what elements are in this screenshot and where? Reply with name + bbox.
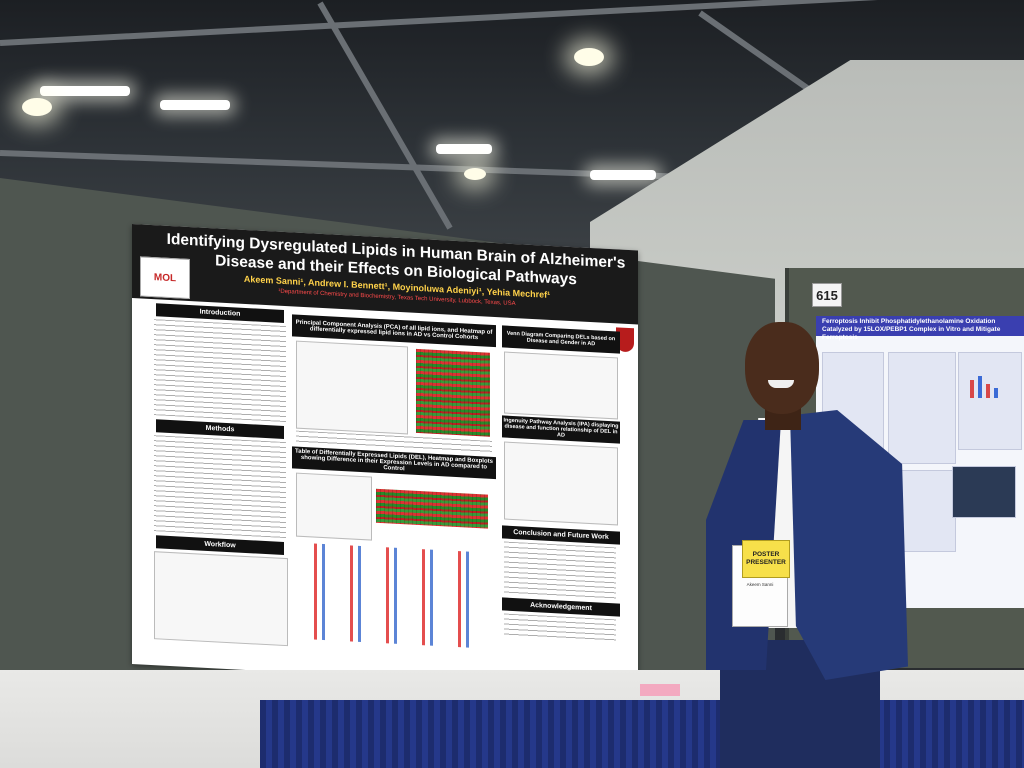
ceiling-spotlight [574,48,604,66]
table-skirt [260,700,1024,768]
acknowledgement-text [504,613,616,642]
del-heatmap [376,488,488,529]
presenter-ribbon: POSTER PRESENTER [742,540,790,578]
ceiling-light [40,86,130,96]
heatmap [416,348,490,437]
venn-diagram [504,351,618,420]
neighbor-poster-bar [986,384,990,398]
boxplots [300,542,490,649]
neighbor-poster-panel [958,352,1022,450]
section-venn: Venn Diagram Comparing DELs based on Dis… [502,325,620,354]
conclusion-text [504,541,616,600]
smile [768,380,794,388]
neighbor-poster-title: Ferroptosis Inhibit Phosphatidylethanola… [822,318,1001,341]
introduction-text [154,319,286,423]
ceiling-spotlight [22,98,52,116]
methods-text [154,435,286,539]
ceiling-spotlight [464,168,486,180]
research-poster: Identifying Dysregulated Lipids in Human… [132,224,638,691]
neighbor-poster-image [952,466,1016,518]
neighbor-poster-bar [978,376,982,398]
badge-name: Akeem Sanni [746,582,774,587]
ceiling-light [436,144,492,154]
neighbor-poster-bar [994,388,998,398]
del-table [296,472,372,541]
neighbor-poster-panel [888,352,956,464]
section-ipa: Ingenuity Pathway Analysis (IPA) display… [502,415,620,444]
workflow-figure [154,551,288,647]
pca-plot [296,340,408,435]
table-card [640,684,680,696]
ceiling-light [590,170,656,180]
head [745,322,819,414]
ceiling-light [160,100,230,110]
ipa-network [504,441,618,526]
board-number-sign: 615 [812,283,842,307]
suit-jacket-right [790,410,908,680]
neighbor-poster-bar [970,380,974,398]
